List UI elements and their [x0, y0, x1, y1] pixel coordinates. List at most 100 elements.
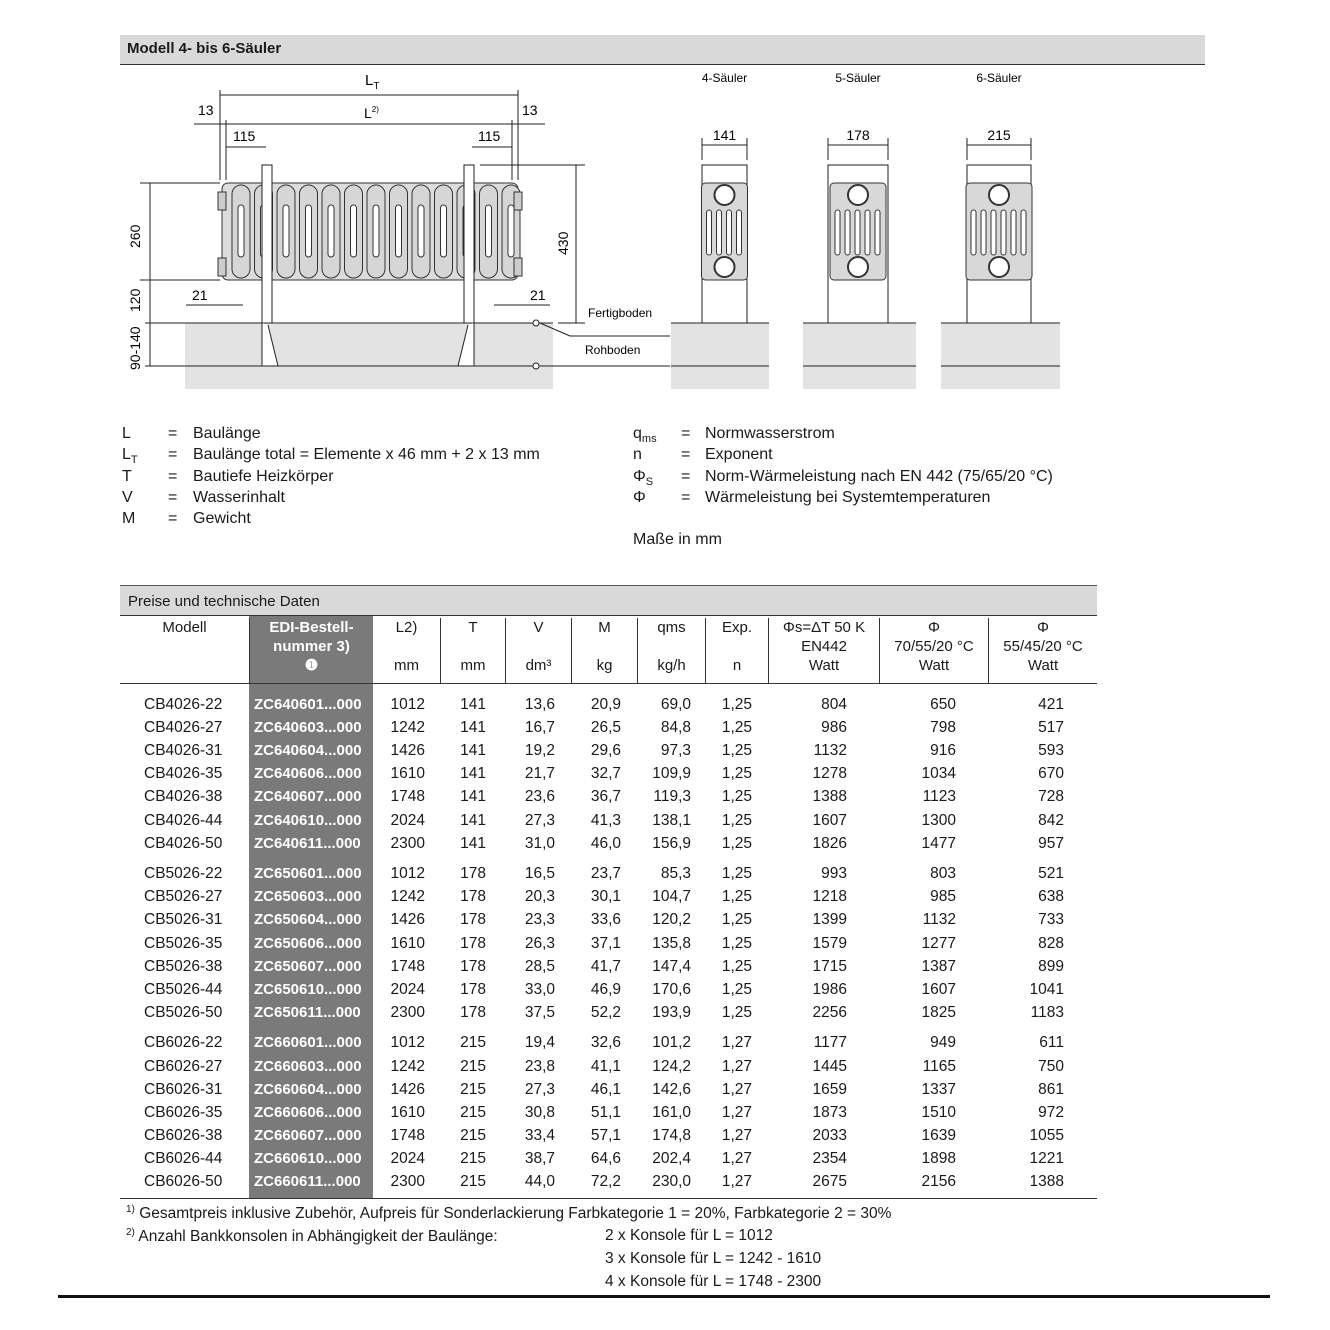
legend-description: Normwasserstrom: [705, 425, 835, 442]
value-cell: 1012: [390, 1034, 425, 1052]
value-cell: 32,7: [590, 765, 621, 783]
order-number-cell: ZC640604...000: [254, 742, 362, 760]
value-cell: 1,25: [721, 811, 752, 829]
value-cell: 138,1: [652, 811, 691, 829]
model-cell: CB4026-22: [144, 696, 223, 713]
model-cell: CB5026-35: [144, 934, 223, 952]
value-cell: 421: [1038, 696, 1064, 713]
order-number-cell: ZC650607...000: [254, 957, 362, 975]
column-header: qms kg/h: [637, 618, 705, 683]
page-rule: [58, 1295, 1270, 1298]
dim-13-right: 13: [522, 102, 538, 118]
column-header: Exp. n: [705, 618, 768, 683]
legend-equals: =: [681, 446, 691, 464]
value-cell: 37,1: [590, 934, 621, 952]
legend-equals: =: [681, 425, 691, 442]
model-cell: CB6026-38: [144, 1126, 223, 1144]
value-cell: 1607: [921, 980, 956, 998]
value-cell: 828: [1038, 934, 1064, 952]
value-cell: 28,5: [524, 957, 555, 975]
dim-13-left: 13: [198, 102, 214, 118]
value-cell: 1,25: [721, 865, 752, 883]
value-cell: 1,25: [721, 911, 752, 929]
value-cell: 27,3: [524, 811, 555, 829]
value-cell: 1477: [921, 834, 956, 852]
value-cell: 2024: [390, 811, 425, 829]
value-cell: 33,4: [524, 1126, 555, 1144]
divider: [120, 1198, 1097, 1199]
value-cell: 101,2: [652, 1034, 691, 1052]
value-cell: 104,7: [652, 888, 691, 906]
legend-description: Norm-Wärmeleistung nach EN 442 (75/65/20…: [705, 467, 1053, 485]
value-cell: 202,4: [652, 1149, 691, 1167]
value-cell: 803: [930, 865, 956, 883]
value-cell: 2300: [390, 834, 425, 852]
console-post-right: [463, 164, 475, 324]
legend-description: Baulänge total = Elemente x 46 mm + 2 x …: [193, 446, 540, 464]
value-cell: 26,3: [524, 934, 555, 952]
label-rohboden: Rohboden: [585, 343, 640, 357]
value-cell: 178: [460, 865, 486, 883]
value-cell: 29,6: [590, 742, 621, 760]
value-cell: 1055: [1029, 1126, 1064, 1144]
legend-description: Wasserinhalt: [193, 488, 285, 506]
value-cell: 141: [460, 834, 486, 852]
model-cell: CB5026-44: [144, 980, 223, 998]
column-header: L2) mm: [394, 619, 419, 674]
value-cell: 1387: [921, 957, 956, 975]
value-cell: 1510: [921, 1103, 956, 1121]
value-cell: 161,0: [652, 1103, 691, 1121]
dim-115-right: 115: [478, 128, 501, 144]
order-number-cell: ZC660607...000: [254, 1126, 362, 1144]
value-cell: 72,2: [590, 1173, 621, 1190]
model-cell: CB6026-44: [144, 1149, 223, 1167]
value-cell: 1012: [390, 696, 425, 713]
order-number-cell: ZC640601...000: [254, 696, 362, 713]
value-cell: 638: [1038, 888, 1064, 906]
value-cell: 156,9: [652, 834, 691, 852]
value-cell: 1,25: [721, 980, 752, 998]
dim-90-140: 90-140: [127, 326, 143, 370]
side-view-6-saeuler: 215 6-Säuler: [941, 71, 1060, 389]
value-cell: 861: [1038, 1080, 1064, 1098]
value-cell: 27,3: [524, 1080, 555, 1098]
legend-symbol: qms: [633, 425, 657, 446]
value-cell: 1388: [1029, 1173, 1064, 1190]
value-cell: 51,1: [590, 1103, 621, 1121]
value-cell: 1,25: [721, 788, 752, 806]
value-cell: 1826: [812, 834, 847, 852]
order-number-cell: ZC660611...000: [254, 1173, 361, 1190]
value-cell: 13,6: [524, 696, 555, 713]
value-cell: 33,0: [524, 980, 555, 998]
value-cell: 1607: [812, 811, 847, 829]
dim-430: 430: [555, 231, 571, 255]
value-cell: 1639: [921, 1126, 956, 1144]
value-cell: 1221: [1029, 1149, 1064, 1167]
legend-symbol: M: [122, 510, 136, 528]
value-cell: 2300: [390, 1003, 425, 1021]
value-cell: 135,8: [652, 934, 691, 952]
value-cell: 1,25: [721, 834, 752, 852]
order-number-cell: ZC650611...000: [254, 1003, 361, 1021]
value-cell: 141: [460, 788, 486, 806]
dim-120: 120: [127, 288, 143, 312]
value-cell: 178: [460, 911, 486, 929]
value-cell: 23,3: [524, 911, 555, 929]
model-cell: CB5026-50: [144, 1003, 223, 1021]
value-cell: 124,2: [652, 1057, 691, 1075]
value-cell: 1,25: [721, 765, 752, 783]
value-cell: 147,4: [652, 957, 691, 975]
model-cell: CB4026-38: [144, 788, 223, 806]
side-view-width: 141: [713, 127, 737, 143]
value-cell: 178: [460, 934, 486, 952]
table-title-bar: Preise und technische Daten: [120, 585, 1097, 616]
value-cell: 178: [460, 888, 486, 906]
value-cell: 46,1: [590, 1080, 621, 1098]
value-cell: 20,9: [590, 696, 621, 713]
value-cell: 957: [1038, 834, 1064, 852]
order-number-cell: ZC640603...000: [254, 719, 362, 737]
value-cell: 64,6: [590, 1149, 621, 1167]
order-number-cell: ZC660606...000: [254, 1103, 362, 1121]
value-cell: 85,3: [660, 865, 691, 883]
